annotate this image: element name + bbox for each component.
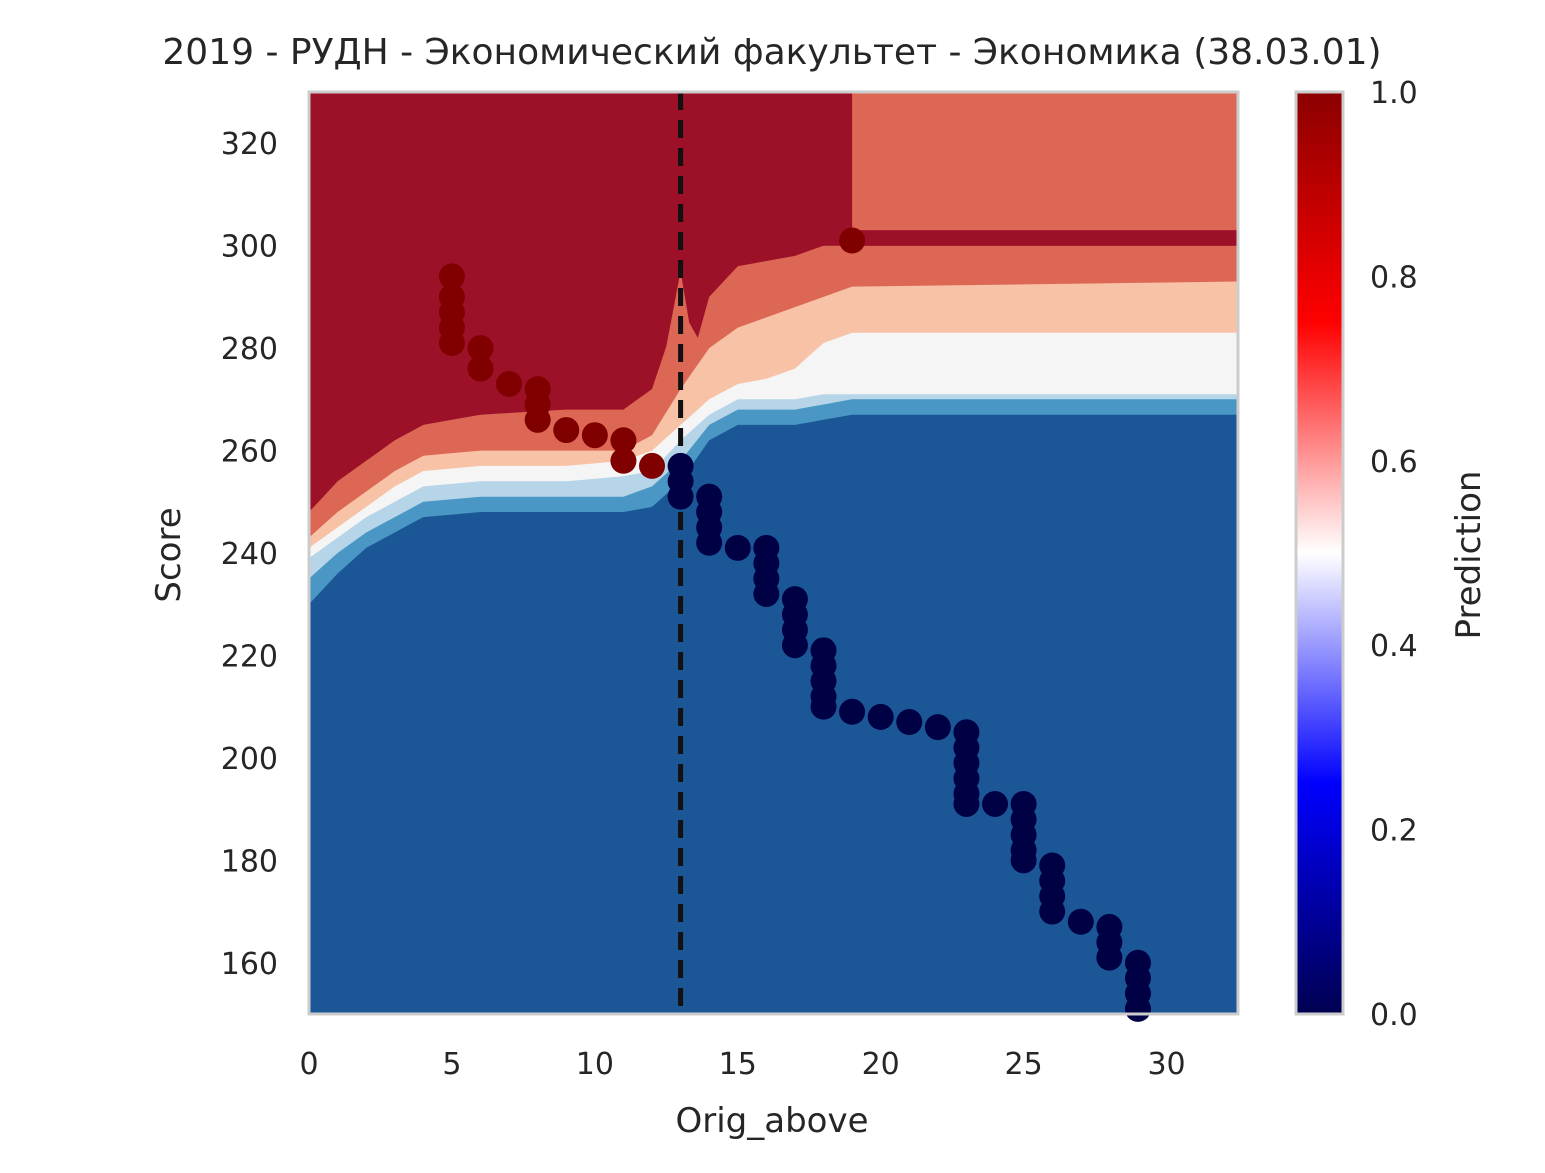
colorbar-label: Prediction xyxy=(1449,471,1489,640)
point-class-0 xyxy=(867,703,894,730)
point-class-0 xyxy=(1010,847,1037,874)
point-class-0 xyxy=(924,714,951,741)
contour-layer xyxy=(309,92,1238,1014)
point-class-1 xyxy=(438,329,465,356)
y-axis: 160 180 200 220 240 260 280 300 320 xyxy=(221,127,278,982)
point-class-0 xyxy=(753,580,780,607)
y-tick-label: 320 xyxy=(221,127,278,162)
point-class-0 xyxy=(953,790,980,817)
x-tick-label: 0 xyxy=(299,1047,318,1082)
points-layer xyxy=(438,227,1151,1022)
plot-area xyxy=(307,90,1240,1022)
point-class-1 xyxy=(524,406,551,433)
y-tick-label: 300 xyxy=(221,230,278,265)
x-tick-label: 30 xyxy=(1147,1047,1185,1082)
colorbar-tick-label: 0.2 xyxy=(1370,814,1418,849)
x-tick-label: 10 xyxy=(576,1047,614,1082)
x-tick-label: 25 xyxy=(1005,1047,1043,1082)
point-class-0 xyxy=(724,534,751,561)
x-tick-label: 15 xyxy=(719,1047,757,1082)
y-tick-label: 240 xyxy=(221,537,278,572)
colorbar-gradient xyxy=(1294,90,1345,1016)
point-class-1 xyxy=(610,427,637,454)
chart-title: 2019 - РУДН - Экономический факультет - … xyxy=(162,32,1381,73)
point-class-1 xyxy=(467,355,494,382)
point-class-1 xyxy=(553,417,580,444)
point-class-0 xyxy=(1039,898,1066,925)
point-class-0 xyxy=(839,698,866,725)
point-class-1 xyxy=(467,335,494,362)
point-class-0 xyxy=(896,709,923,736)
colorbar-tick-label: 0.8 xyxy=(1370,260,1418,295)
colorbar-tick-label: 0.0 xyxy=(1370,998,1418,1033)
point-class-0 xyxy=(696,529,723,556)
y-tick-label: 260 xyxy=(221,435,278,470)
point-class-0 xyxy=(667,483,694,510)
point-class-0 xyxy=(982,790,1009,817)
point-class-0 xyxy=(1096,944,1123,971)
colorbar-ticks: 0.0 0.2 0.4 0.6 0.8 1.0 xyxy=(1370,76,1418,1033)
y-tick-label: 220 xyxy=(221,639,278,674)
colorbar: 0.0 0.2 0.4 0.6 0.8 1.0 Prediction xyxy=(1294,76,1489,1033)
y-tick-label: 280 xyxy=(221,332,278,367)
x-axis: 0 5 10 15 20 25 30 xyxy=(299,1047,1185,1082)
point-class-0 xyxy=(781,632,808,659)
plot-frame xyxy=(307,90,1240,1016)
point-class-0 xyxy=(1067,908,1094,935)
point-class-1 xyxy=(610,447,637,474)
x-tick-label: 20 xyxy=(862,1047,900,1082)
point-class-1 xyxy=(839,227,866,254)
point-class-1 xyxy=(639,452,666,479)
x-axis-label: Orig_above xyxy=(675,1101,868,1141)
point-class-0 xyxy=(1124,995,1151,1022)
colorbar-tick-label: 0.6 xyxy=(1370,445,1418,480)
y-tick-label: 200 xyxy=(221,742,278,777)
y-tick-label: 180 xyxy=(221,844,278,879)
colorbar-tick-label: 0.4 xyxy=(1370,629,1418,664)
point-class-1 xyxy=(496,370,523,397)
point-class-1 xyxy=(438,263,465,290)
point-class-0 xyxy=(810,693,837,720)
colorbar-tick-label: 1.0 xyxy=(1370,76,1418,111)
point-class-1 xyxy=(581,422,608,449)
x-tick-label: 5 xyxy=(442,1047,461,1082)
y-tick-label: 160 xyxy=(221,947,278,982)
y-axis-label: Score xyxy=(149,507,189,602)
